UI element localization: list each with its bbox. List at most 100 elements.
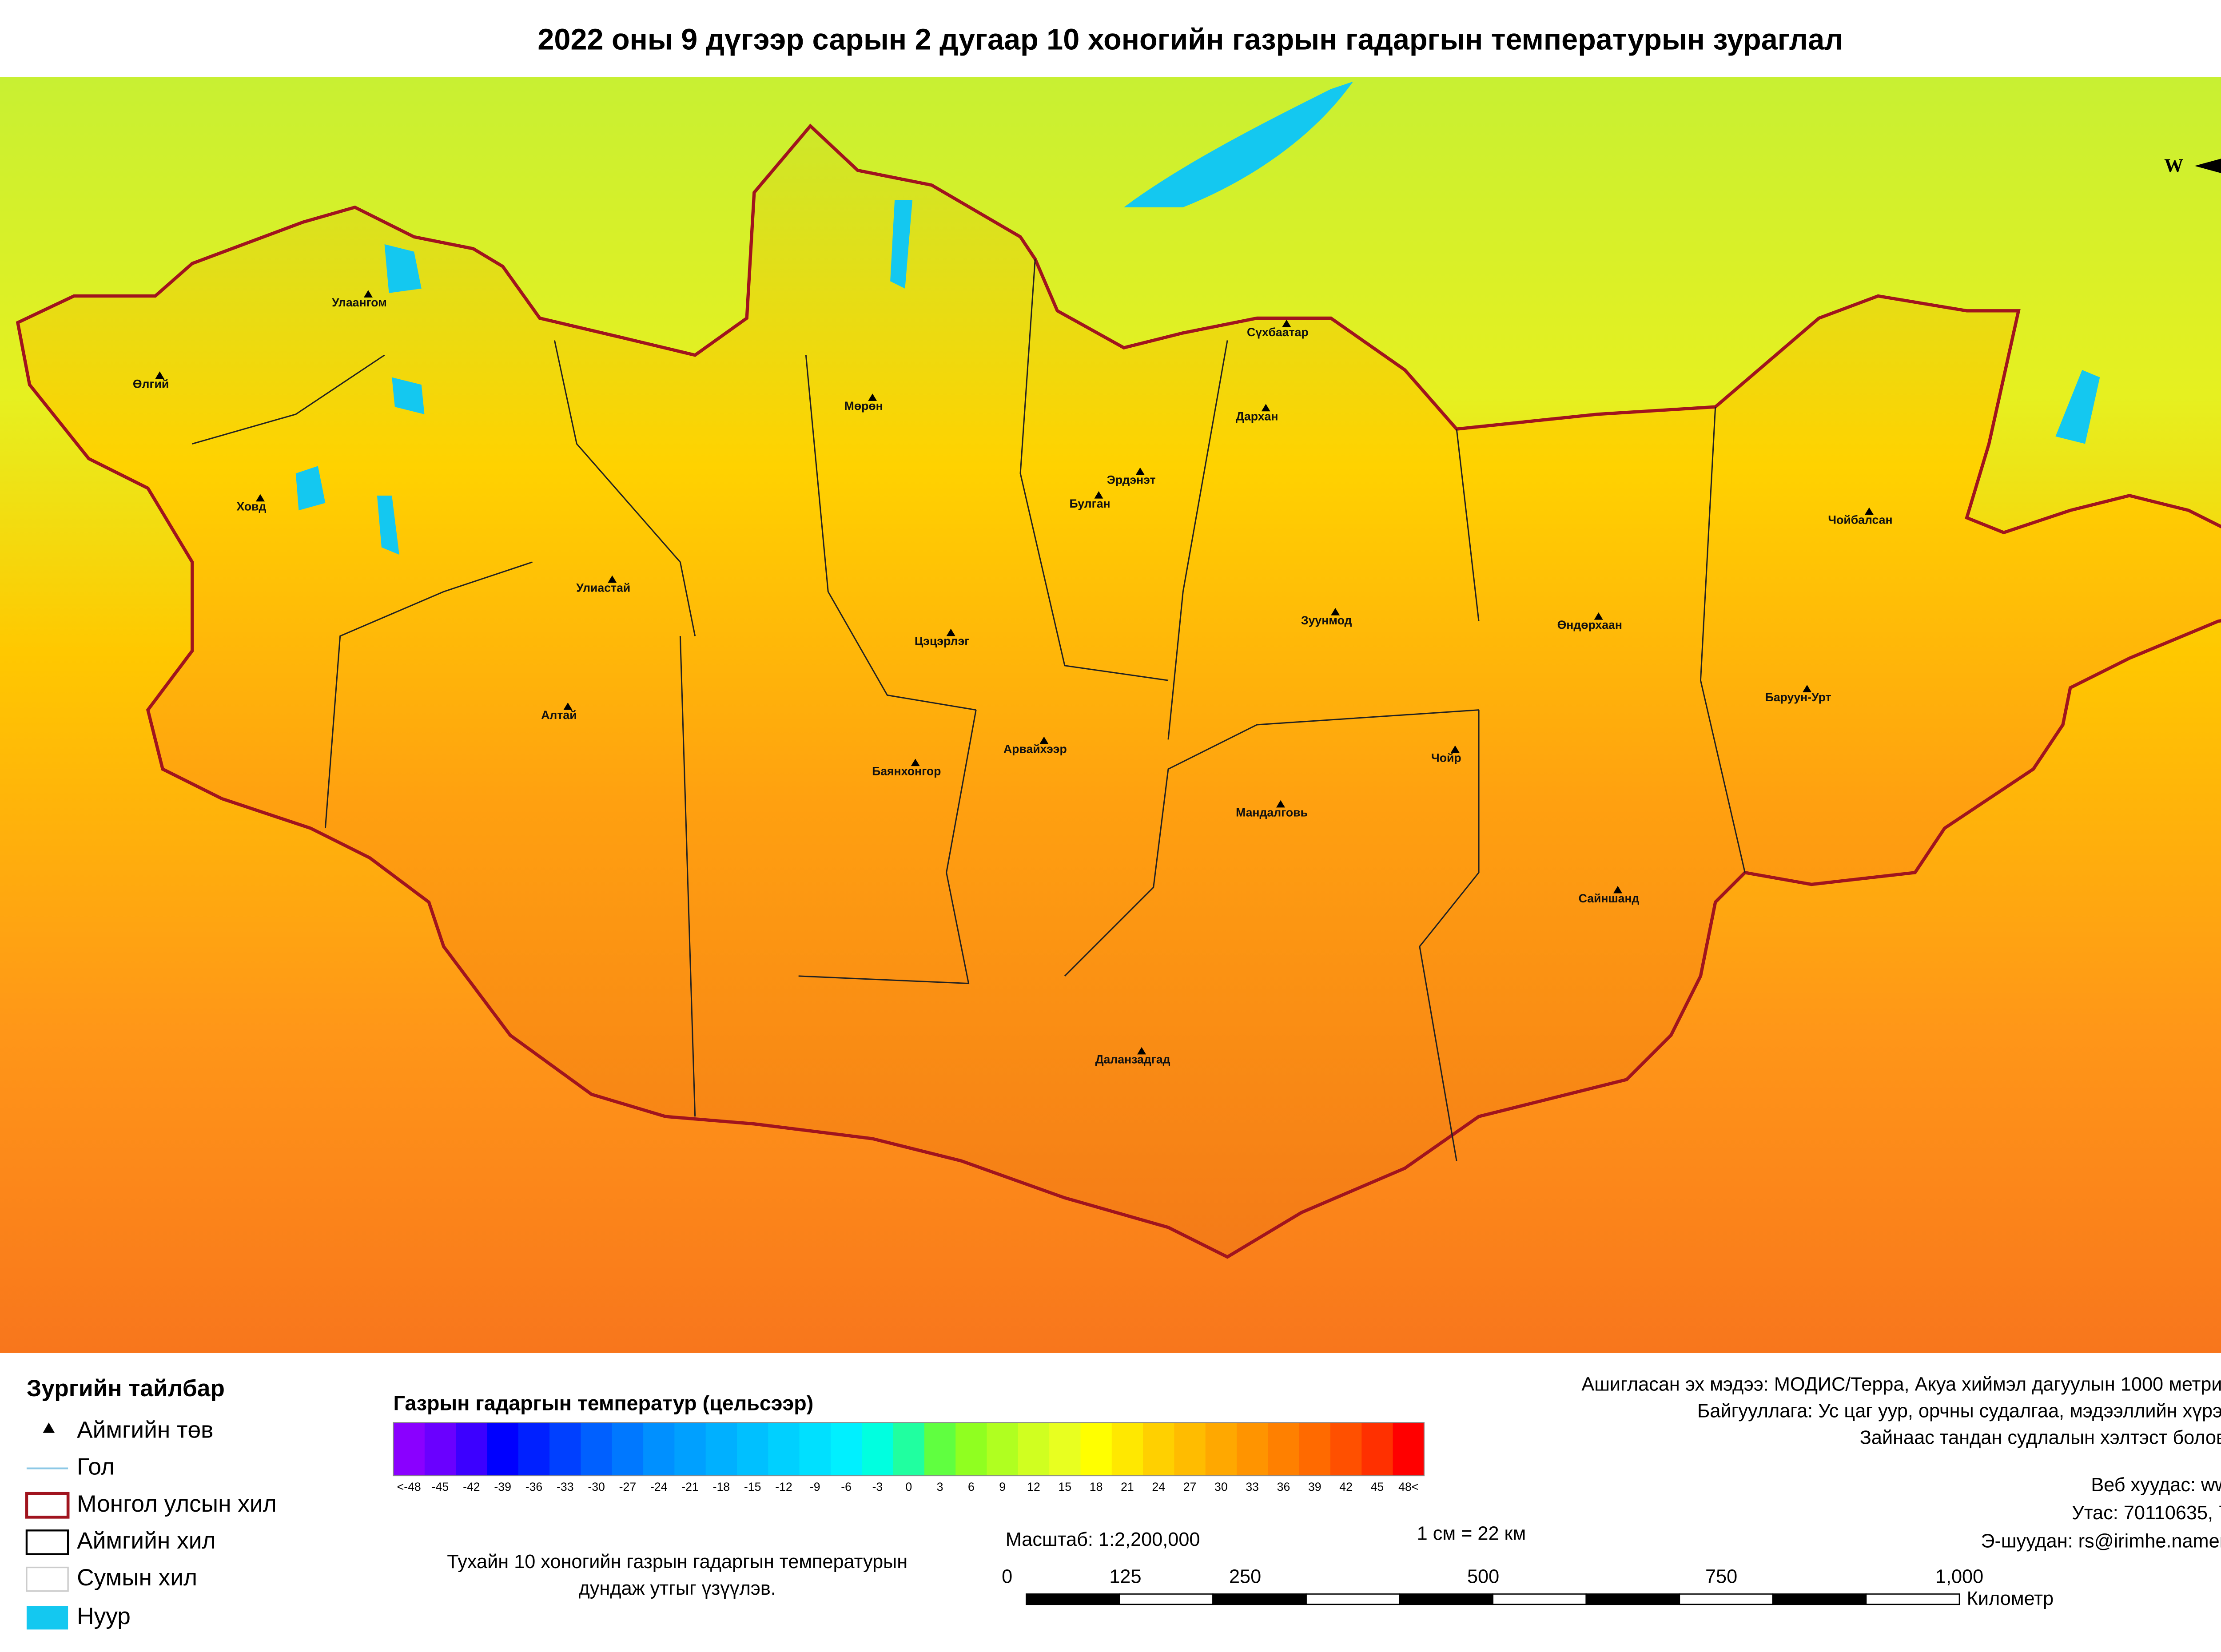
city-label: Зуунмод [1301, 614, 1352, 627]
scale-unit: Километр [1967, 1588, 2054, 1609]
colorbar-cell [768, 1422, 800, 1476]
city-label: Мандалговь [1236, 806, 1308, 819]
colorbar-label: 42 [1339, 1480, 1353, 1493]
colorbar-label: 30 [1214, 1480, 1228, 1493]
scale-segment [1399, 1593, 1494, 1605]
city-marker [155, 371, 164, 379]
scale-segment [1492, 1593, 1587, 1605]
colorbar-label: 9 [999, 1480, 1006, 1493]
city-label: Баруун-Урт [1765, 691, 1831, 704]
city-marker [563, 703, 573, 710]
cities: Улаангом Өлгий Ховд Улиастай Алтай Мөрөн Цэцэр… [133, 290, 1893, 1066]
city-marker [1276, 800, 1285, 808]
scale-tick-label: 125 [1109, 1566, 1141, 1587]
colorbar-cell [456, 1422, 488, 1476]
scale-segment [1212, 1593, 1307, 1605]
city-marker [1450, 745, 1460, 753]
city-marker [1282, 319, 1291, 327]
scale-segment [1585, 1593, 1680, 1605]
colorbar-label: -6 [841, 1480, 852, 1493]
colorbar-label: -15 [744, 1480, 761, 1493]
colorbar-cell [1361, 1422, 1393, 1476]
city-marker [1613, 886, 1623, 894]
city-label: Өндөрхаан [1557, 618, 1622, 631]
colorbar-label: -9 [810, 1480, 820, 1493]
colorbar-label: 33 [1246, 1480, 1259, 1493]
colorbar-label: 15 [1058, 1480, 1071, 1493]
legend: Зургийн тайлбар Аймгийн төв Гол Монгол у… [25, 1375, 277, 1630]
colorbar-cell [1299, 1422, 1331, 1476]
scale-equivalence: 1 см = 22 км [1417, 1523, 1526, 1545]
city-label: Ховд [236, 500, 266, 513]
legend-item: Сумын хил [77, 1565, 197, 1591]
colorbar-title: Газрын гадаргын температур (цельсээр) [394, 1392, 814, 1415]
city-label: Улаангом [332, 296, 387, 309]
city-label: Сайншанд [1579, 892, 1640, 905]
colorbar-label: 27 [1183, 1480, 1197, 1493]
legend-item: Аймгийн төв [77, 1417, 213, 1443]
colorbar-label: 39 [1308, 1480, 1321, 1493]
city-marker [868, 393, 877, 401]
scale-tick-label: 750 [1705, 1566, 1737, 1587]
aimag-borders [192, 259, 1746, 1161]
colorbar-cell [424, 1422, 457, 1476]
legend-item: Аймгийн хил [77, 1528, 215, 1554]
legend-symbol [25, 1529, 69, 1555]
city-marker [1094, 491, 1103, 499]
city-label: Чойбалсан [1828, 513, 1892, 527]
colorbar-cell [799, 1422, 831, 1476]
contact-line: Утас: 70110635, 70110638 [2072, 1502, 2221, 1524]
colorbar-cell [581, 1422, 613, 1476]
city-label: Даланзадгад [1095, 1053, 1170, 1066]
source-line: Ашигласан эх мэдээ: МОДИС/Терра, Акуа хи… [1581, 1374, 2221, 1395]
colorbar-cell [1268, 1422, 1300, 1476]
colorbar-label: 3 [937, 1480, 943, 1493]
legend-item: Нуур [77, 1603, 131, 1629]
colorbar-cell [1174, 1422, 1206, 1476]
city-label: Чойр [1431, 751, 1461, 765]
colorbar-cell [830, 1422, 863, 1476]
colorbar-cell [549, 1422, 581, 1476]
colorbar-label: -18 [713, 1480, 730, 1493]
colorbar-cell [1111, 1422, 1144, 1476]
colorbar-cell [1143, 1422, 1175, 1476]
colorbar-label: 24 [1152, 1480, 1165, 1493]
city-label: Сүхбаатар [1247, 326, 1309, 339]
legend-item: Монгол улсын хил [77, 1491, 277, 1517]
colorbar-label: -24 [650, 1480, 668, 1493]
colorbar-cell [612, 1422, 644, 1476]
legend-symbol [26, 1606, 68, 1630]
lake [2055, 369, 2100, 444]
compass-rose [2194, 159, 2221, 173]
city-label: Дархан [1236, 410, 1278, 423]
colorbar-cell [643, 1422, 675, 1476]
note-line: дундаж утгыг үзүүлэв. [579, 1578, 776, 1599]
city-label: Цэцэрлэг [915, 635, 970, 648]
city-marker [1331, 608, 1340, 616]
scale-segment [1026, 1593, 1120, 1605]
scale-tick-label: 500 [1467, 1566, 1499, 1587]
scale-tick-label: 0 [1002, 1566, 1012, 1587]
compass-west: W [2164, 155, 2183, 176]
lake-baikal [1124, 81, 1353, 207]
city-label: Мөрөн [844, 399, 883, 413]
scale-segment [1119, 1593, 1214, 1605]
note-line: Тухайн 10 хоногийн газрын гадаргын темпе… [447, 1551, 908, 1573]
colorbar-label: 45 [1371, 1480, 1384, 1493]
colorbar-label: -27 [619, 1480, 636, 1493]
colorbar-label: 18 [1090, 1480, 1103, 1493]
colorbar-cell [518, 1422, 550, 1476]
colorbar: Газрын гадаргын температур (цельсээр) <-… [393, 1392, 1425, 1493]
colorbar-cell [1018, 1422, 1050, 1476]
colorbar-cell [924, 1422, 956, 1476]
legend-item: Гол [77, 1454, 115, 1480]
scale-tick-label: 1,000 [1935, 1566, 1983, 1587]
legend-title: Зургийн тайлбар [27, 1375, 225, 1402]
colorbar-label: -45 [432, 1480, 449, 1493]
city-marker [1864, 507, 1874, 515]
colorbar-label: 21 [1121, 1480, 1134, 1493]
contact-line: Э-шуудан: rs@irimhe.namem.gov.mn [1981, 1530, 2221, 1552]
colorbar-label: 0 [905, 1480, 912, 1493]
